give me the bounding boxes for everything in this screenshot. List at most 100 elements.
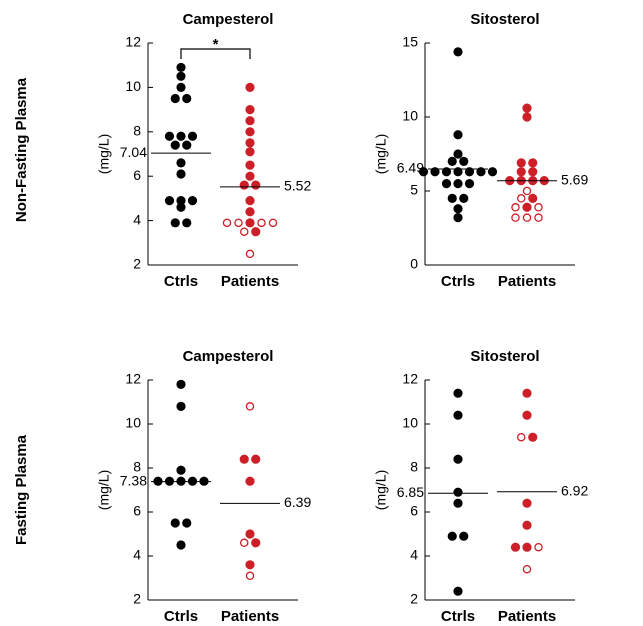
data-point [522,202,532,212]
x-tick-label: Patients [498,608,556,625]
data-point [176,379,186,389]
data-point [222,218,232,228]
y-tick-label: 12 [125,371,141,387]
data-point [447,531,457,541]
data-point [239,538,249,548]
y-tick-label: 12 [402,371,418,387]
y-tick-label: 2 [410,591,418,607]
chart-title: Sitosterol [470,348,539,365]
data-point [528,193,538,203]
data-point [517,432,526,442]
y-tick-label: 5 [410,182,418,198]
data-point [418,167,429,177]
data-point [170,140,180,150]
data-point [528,167,538,177]
data-point [176,62,186,73]
data-point [453,498,463,508]
data-point [245,560,255,570]
data-point [453,487,463,497]
mean-label: 6.39 [284,494,311,510]
y-tick-label: 4 [133,211,141,227]
data-point [245,160,255,170]
data-point [182,140,192,150]
y-tick-label: 0 [410,256,418,272]
data-point [239,180,249,190]
data-point [251,454,261,464]
x-tick-label: Patients [221,608,279,625]
y-tick-label: 8 [410,459,418,475]
y-tick-label: 8 [133,459,141,475]
y-tick-label: 15 [402,34,418,50]
data-point [245,116,255,126]
data-point [176,465,186,475]
x-tick-label: Ctrls [164,608,198,625]
data-point [176,131,186,141]
data-point [251,227,261,237]
significance-marker: * [213,36,219,53]
data-point [176,71,186,81]
data-point [234,218,243,228]
data-point [176,196,186,206]
data-point [453,586,463,596]
data-point [430,167,440,177]
row-label: Non-Fasting Plasma [13,77,30,222]
data-point [441,167,452,177]
data-point [245,171,255,181]
chart-title: Campesterol [183,11,274,28]
data-point [239,454,249,464]
y-tick-label: 10 [125,415,141,431]
y-tick-label: 10 [125,78,141,94]
y-tick-label: 12 [125,34,141,50]
data-point [251,180,261,190]
data-point [245,147,255,157]
y-axis-label: (mg/L) [96,134,112,174]
data-point [453,167,463,177]
mean-label: 6.85 [397,484,424,500]
data-point [464,167,475,177]
data-point [164,131,175,141]
data-point [447,193,457,203]
data-point [176,202,186,212]
data-point [516,167,526,177]
data-point [453,130,463,140]
data-point [182,218,192,228]
mean-label: 7.38 [120,472,147,488]
data-point [522,410,532,420]
y-tick-label: 10 [402,415,418,431]
data-point [245,196,255,206]
data-point [534,542,543,552]
data-point [522,542,532,552]
row-label: Fasting Plasma [13,434,30,545]
data-point [182,93,192,104]
mean-label: 5.69 [561,171,588,187]
data-point [441,179,452,189]
data-point [245,529,255,539]
data-point [453,179,463,189]
data-point [245,571,255,581]
y-axis-label: (mg/L) [373,470,389,510]
y-tick-label: 2 [133,256,141,272]
data-point [510,542,521,552]
mean-label: 5.52 [284,178,311,194]
data-point [487,167,498,177]
data-point [251,538,261,548]
data-point [522,186,532,196]
data-point [245,82,255,92]
y-tick-label: 4 [133,547,141,563]
y-axis-label: (mg/L) [373,134,389,174]
data-point [522,564,532,574]
data-point [522,498,532,508]
data-point [522,112,532,122]
y-tick-label: 10 [402,108,418,124]
data-point [459,531,469,541]
data-point [268,218,278,228]
data-point [164,196,175,206]
data-point [453,213,463,223]
mean-label: 7.04 [120,144,147,160]
data-point [522,388,532,398]
y-tick-label: 4 [410,547,418,563]
data-point [182,518,192,528]
data-point [170,218,180,228]
x-tick-label: Ctrls [441,608,475,625]
